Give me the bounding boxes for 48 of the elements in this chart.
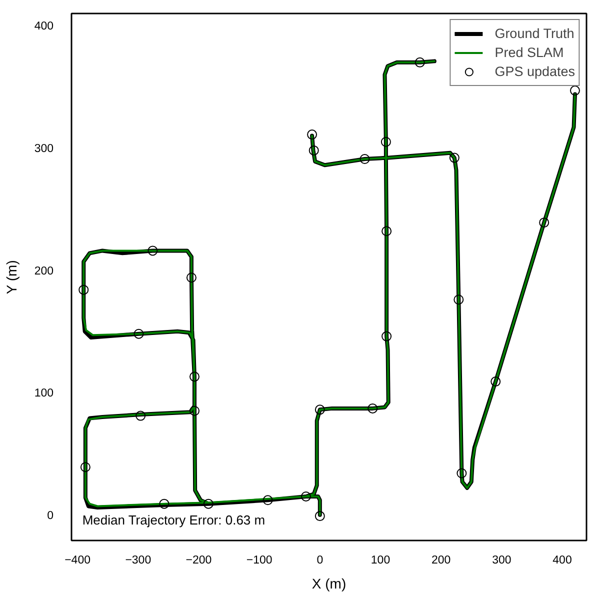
x-tick-label: 200 <box>431 554 451 566</box>
point <box>78 284 89 295</box>
point <box>186 272 196 283</box>
y-tick-label: 400 <box>34 20 54 33</box>
point <box>148 246 158 256</box>
point <box>449 152 460 163</box>
y-tick-label: 100 <box>34 388 54 400</box>
point <box>360 154 370 164</box>
y-axis-title: Y (m) <box>3 260 20 294</box>
point <box>380 136 391 147</box>
point <box>456 468 467 478</box>
point <box>159 498 170 509</box>
x-tick-label: 100 <box>370 554 390 566</box>
point <box>314 511 325 522</box>
point <box>539 218 550 228</box>
point <box>80 462 90 472</box>
y-tick-label: 200 <box>34 265 54 278</box>
point <box>203 498 214 509</box>
legend-label: Ground Truth <box>494 25 574 43</box>
point <box>189 406 200 416</box>
x-axis-title: X (m) <box>312 576 346 592</box>
y-tick-label: 300 <box>34 143 54 155</box>
point <box>490 376 501 387</box>
point <box>189 372 200 382</box>
x-tick-label: 300 <box>492 554 512 566</box>
point <box>382 226 392 236</box>
y-tick-label: 0 <box>47 510 54 522</box>
point <box>262 495 273 506</box>
point <box>414 57 425 68</box>
point <box>307 130 318 140</box>
point <box>136 410 146 421</box>
point <box>134 328 144 339</box>
annotation: Median Trajectory Error: 0.63 m <box>82 512 266 528</box>
point <box>368 403 378 414</box>
x-tick-label: −100 <box>246 554 272 566</box>
x-tick-label: −400 <box>64 554 91 566</box>
point <box>382 331 392 342</box>
point <box>454 294 464 305</box>
point <box>570 86 580 96</box>
x-tick-label: −200 <box>186 554 212 566</box>
point <box>314 404 325 415</box>
legend-label: Pred SLAM <box>494 44 564 62</box>
point <box>300 491 311 502</box>
x-tick-label: 400 <box>552 554 572 566</box>
x-tick-label: 0 <box>316 554 324 566</box>
point <box>308 145 319 156</box>
legend-label: GPS updates <box>494 63 575 81</box>
x-tick-label: −300 <box>125 554 152 566</box>
